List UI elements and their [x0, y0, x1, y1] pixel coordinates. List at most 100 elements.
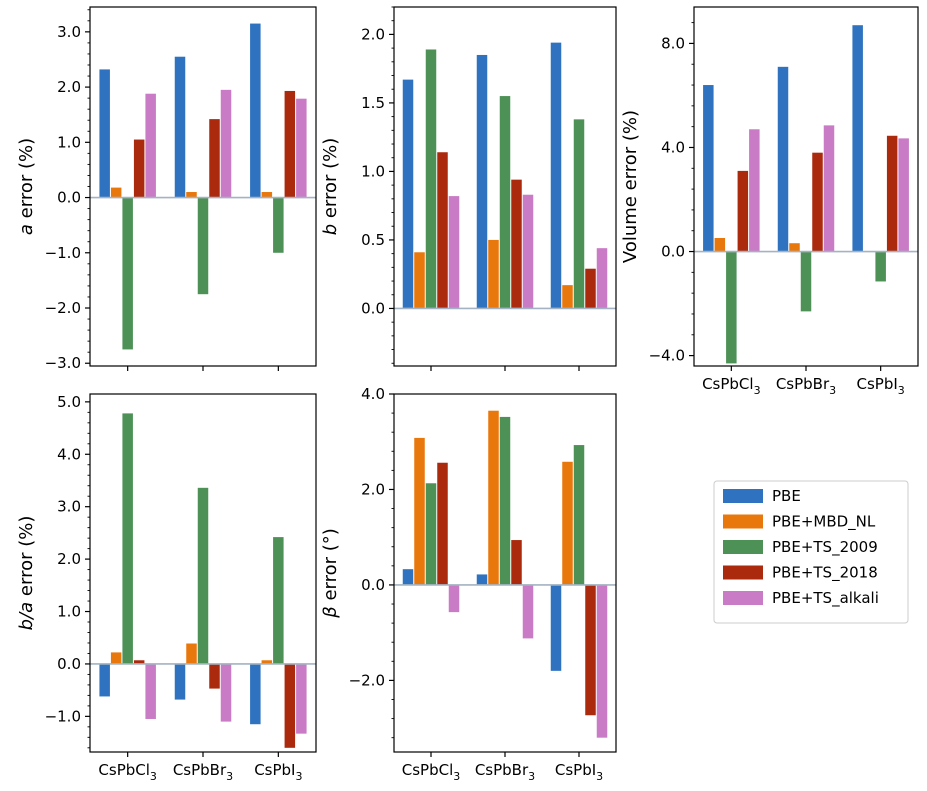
xtick-label-volume_error-1: CsPbBr3 — [776, 375, 836, 397]
bar-a_error-pbe-ts-2018-1 — [209, 119, 220, 198]
xtick-label-volume_error-2: CsPbI3 — [857, 375, 905, 397]
bar-beta_error-pbe-mbd-nl-0 — [414, 437, 425, 585]
chart-panels: −3.0−2.0−1.00.01.02.03.0a error (%)0.00.… — [16, 6, 919, 783]
bar-b_over_a_error-pbe-1 — [174, 663, 186, 700]
bar-volume_error-pbe-ts-alkali-1 — [823, 125, 835, 252]
ylabel-b_error: b error (%) — [320, 138, 341, 236]
bar-b_error-pbe-0 — [402, 79, 414, 309]
panel-b_over_a_error: −1.0 0.0 1.0 2.0 3.0 4.0 5.0 CsPbCl3 CsPbBr3 CsPb… — [16, 393, 317, 783]
bar-a_error-pbe-ts-alkali-2 — [296, 98, 307, 198]
bar-a_error-pbe-ts-2009-1 — [197, 197, 209, 295]
bar-b_error-pbe-mbd-nl-0 — [414, 252, 425, 309]
legend-swatch-4 — [723, 591, 763, 605]
legend-label-4: PBE+TS_alkali — [772, 589, 879, 608]
ylabel-a_error: a error (%) — [16, 138, 37, 235]
bar-b_error-pbe-ts-2009-0 — [425, 49, 437, 309]
bar-b_over_a_error-pbe-ts-alkali-2 — [296, 663, 307, 734]
bar-volume_error-pbe-ts-2009-0 — [726, 251, 737, 364]
bar-b_error-pbe-1 — [476, 54, 488, 309]
ytick-label-a_error-1: −2.0 — [45, 299, 81, 317]
ylabel-beta_error: β error (°) — [320, 528, 341, 619]
bar-beta_error-pbe-ts-2009-2 — [573, 445, 585, 585]
bar-volume_error-pbe-mbd-nl-1 — [789, 243, 800, 252]
bar-volume_error-pbe-0 — [703, 85, 714, 252]
legend-swatch-2 — [723, 540, 763, 554]
ytick-label-b_over_a_error-0: −1.0 — [45, 707, 81, 725]
ytick-label-beta_error-1: 0.0 — [361, 576, 385, 594]
ytick-label-b_error-1: 0.5 — [361, 231, 385, 249]
legend: PBE PBE+MBD_NL PBE+TS_2009 PBE+TS_2018 PBE+T… — [713, 480, 909, 624]
bar-a_error-pbe-mbd-nl-2 — [261, 192, 273, 198]
xtick-label-b_over_a_error-0: CsPbCl3 — [98, 761, 156, 783]
legend-swatch-0 — [723, 489, 763, 503]
bar-b_error-pbe-ts-2009-2 — [573, 119, 585, 309]
ytick-label-volume_error-2: 4.0 — [661, 138, 685, 156]
bar-b_error-pbe-mbd-nl-1 — [488, 239, 499, 309]
bar-volume_error-pbe-ts-2018-0 — [737, 170, 749, 252]
bar-b_over_a_error-pbe-ts-2018-1 — [209, 663, 220, 689]
bar-b_over_a_error-pbe-ts-2018-0 — [133, 660, 145, 664]
ytick-label-a_error-3: 0.0 — [57, 189, 81, 207]
bar-volume_error-pbe-mbd-nl-0 — [714, 238, 726, 252]
bar-a_error-pbe-ts-2009-0 — [122, 197, 133, 350]
bar-beta_error-pbe-ts-2018-0 — [437, 462, 448, 585]
ytick-label-a_error-2: −1.0 — [45, 244, 81, 262]
bar-volume_error-pbe-ts-2018-1 — [812, 152, 823, 252]
xtick-label-volume_error-0: CsPbCl3 — [702, 375, 761, 397]
bar-a_error-pbe-2 — [250, 23, 261, 198]
ytick-label-b_over_a_error-5: 4.0 — [57, 445, 81, 463]
bar-a_error-pbe-mbd-nl-1 — [186, 192, 197, 198]
ytick-label-volume_error-3: 8.0 — [661, 34, 685, 52]
bar-beta_error-pbe-ts-alkali-1 — [522, 584, 534, 639]
bar-b_over_a_error-pbe-ts-alkali-0 — [145, 663, 156, 719]
panel-beta_error: −2.0 0.0 2.0 4.0 CsPbCl3 CsPbBr3 CsPbI3 β error… — [320, 385, 617, 783]
panel-a_error: −3.0 −2.0 −1.0 0.0 1.0 2.0 3.0 a error (%) — [16, 6, 317, 372]
ytick-label-b_over_a_error-2: 1.0 — [57, 603, 81, 621]
bar-b_over_a_error-pbe-mbd-nl-0 — [110, 652, 122, 664]
bar-b_over_a_error-pbe-2 — [250, 663, 261, 725]
ylabel-b_over_a_error: b/a error (%) — [16, 516, 37, 631]
bar-a_error-pbe-ts-alkali-0 — [145, 93, 156, 198]
bar-b_over_a_error-pbe-ts-2009-2 — [273, 537, 284, 664]
ytick-label-a_error-6: 3.0 — [57, 23, 81, 41]
bar-volume_error-pbe-1 — [777, 66, 789, 252]
bar-a_error-pbe-1 — [174, 56, 186, 198]
ytick-label-b_over_a_error-6: 5.0 — [57, 393, 81, 411]
bar-b_over_a_error-pbe-ts-2009-1 — [197, 487, 209, 664]
bar-beta_error-pbe-mbd-nl-2 — [562, 461, 573, 585]
ytick-label-b_error-0: 0.0 — [361, 299, 385, 317]
bar-beta_error-pbe-ts-2018-2 — [585, 584, 596, 716]
bar-a_error-pbe-mbd-nl-0 — [110, 187, 122, 198]
bar-volume_error-pbe-ts-2009-2 — [875, 251, 886, 282]
bar-b_over_a_error-pbe-ts-2018-2 — [284, 663, 296, 748]
bar-volume_error-pbe-ts-alkali-2 — [898, 138, 909, 252]
ytick-label-beta_error-3: 4.0 — [361, 385, 385, 403]
bar-b_error-pbe-2 — [550, 42, 562, 309]
bar-b_error-pbe-ts-2009-1 — [499, 96, 511, 309]
ylabel-volume_error: Volume error (%) — [620, 110, 641, 263]
bar-b_over_a_error-pbe-mbd-nl-2 — [261, 660, 273, 664]
panel-b_error: 0.0 0.5 1.0 1.5 2.0 b error (%) — [320, 6, 617, 371]
bar-b_error-pbe-ts-alkali-1 — [522, 194, 534, 309]
bar-b_error-pbe-mbd-nl-2 — [562, 285, 573, 309]
bar-b_error-pbe-ts-2018-1 — [511, 179, 522, 309]
bar-a_error-pbe-ts-2018-2 — [284, 90, 296, 198]
bar-beta_error-pbe-ts-2009-0 — [425, 483, 437, 585]
bar-volume_error-pbe-ts-alkali-0 — [749, 129, 760, 252]
legend-label-0: PBE — [772, 487, 801, 505]
xtick-label-beta_error-1: CsPbBr3 — [475, 761, 535, 783]
bar-beta_error-pbe-1 — [476, 574, 488, 585]
legend-swatch-3 — [723, 565, 763, 580]
bar-b_over_a_error-pbe-0 — [99, 663, 110, 697]
bar-beta_error-pbe-ts-2009-1 — [499, 416, 511, 585]
ytick-label-b_over_a_error-3: 2.0 — [57, 550, 81, 568]
bar-b_error-pbe-ts-alkali-2 — [596, 248, 608, 309]
panel-volume_error: −4.0 0.0 4.0 8.0 CsPbCl3 CsPbBr3 CsPbI3 Volume … — [620, 6, 919, 397]
bar-a_error-pbe-ts-2018-0 — [133, 139, 145, 198]
xtick-label-beta_error-0: CsPbCl3 — [402, 761, 461, 783]
ytick-label-b_error-4: 2.0 — [361, 25, 385, 43]
bar-beta_error-pbe-0 — [402, 569, 414, 585]
bar-a_error-pbe-ts-alkali-1 — [220, 89, 232, 198]
bar-beta_error-pbe-mbd-nl-1 — [488, 410, 499, 585]
legend-label-2: PBE+TS_2009 — [772, 538, 878, 557]
